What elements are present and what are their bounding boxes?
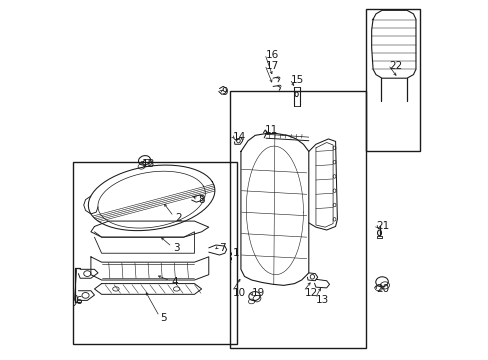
Text: 2: 2 — [175, 212, 181, 222]
Bar — [73, 162, 237, 344]
Text: 19: 19 — [251, 288, 264, 297]
Text: 20: 20 — [376, 284, 389, 294]
Text: 21: 21 — [376, 221, 389, 231]
Bar — [365, 9, 419, 152]
Text: 8: 8 — [198, 195, 204, 204]
Text: 12: 12 — [304, 288, 317, 297]
Text: 10: 10 — [233, 288, 245, 297]
Text: 4: 4 — [171, 277, 178, 287]
Text: 14: 14 — [233, 132, 246, 142]
Text: 9: 9 — [221, 87, 227, 98]
Text: 5: 5 — [160, 312, 167, 323]
Text: 7: 7 — [219, 243, 225, 253]
Text: 18: 18 — [142, 159, 155, 169]
Text: 22: 22 — [388, 61, 402, 71]
Text: 17: 17 — [265, 61, 279, 71]
Text: 1: 1 — [233, 248, 239, 258]
Text: 13: 13 — [315, 295, 328, 305]
Text: 6: 6 — [75, 296, 81, 306]
Text: 16: 16 — [265, 50, 279, 60]
Bar — [230, 91, 365, 348]
Text: 3: 3 — [173, 243, 179, 253]
Text: 15: 15 — [290, 75, 304, 85]
Text: 11: 11 — [264, 125, 278, 135]
